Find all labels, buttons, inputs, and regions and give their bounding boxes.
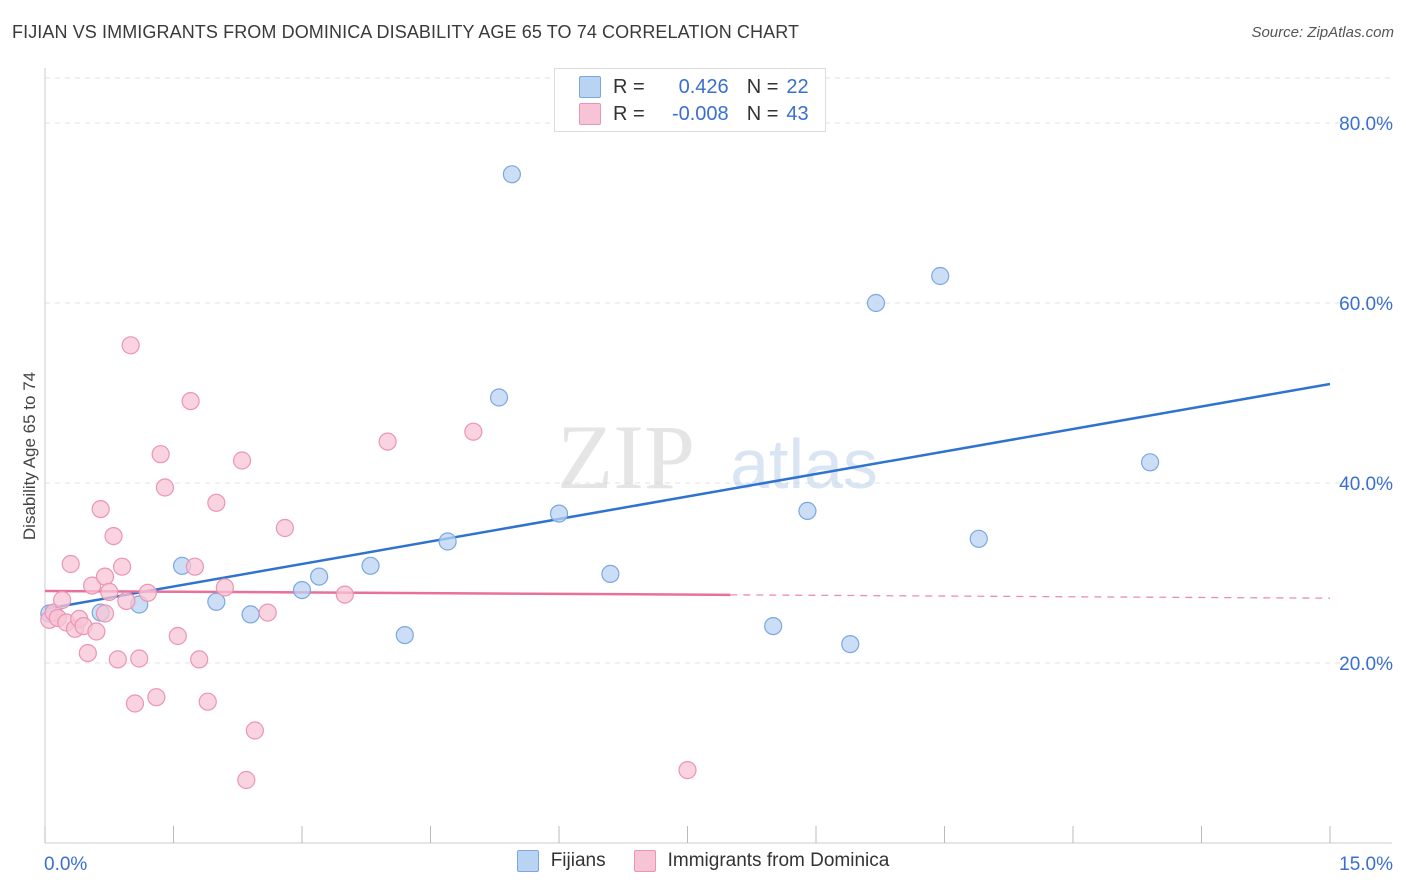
fijians-legend-icon: [516, 850, 539, 872]
fijians-point: [764, 616, 783, 636]
dominica-point: [232, 451, 252, 470]
fijians-point: [1140, 453, 1160, 472]
legend-item-dominica[interactable]: Immigrants from Dominica: [633, 850, 890, 872]
dominica-point: [121, 336, 140, 355]
dominica-r-label: R =: [613, 102, 645, 125]
dominica-n-label: N =: [746, 102, 779, 125]
dominica-point: [78, 643, 97, 663]
dominica-point: [215, 578, 234, 597]
dominica-point: [138, 583, 157, 602]
dominica-point: [155, 478, 175, 497]
dominica-point: [87, 622, 106, 641]
dominica-r-value: -0.008: [671, 102, 729, 125]
watermark-zip: ZIP: [557, 406, 695, 508]
fijians-r-label: R =: [613, 75, 645, 98]
trend-line-dominica-dashed: [730, 594, 1331, 599]
y-tick-label: 20.0%: [1339, 654, 1393, 675]
x-tick-label: 15.0%: [1339, 854, 1393, 875]
series-legend: Fijians Immigrants from Dominica: [0, 850, 1406, 872]
dominica-point: [108, 650, 127, 669]
dominica-point: [125, 694, 145, 713]
fijians-point: [292, 580, 312, 600]
dominica-point: [168, 626, 187, 646]
dominica-n-value: 43: [786, 102, 809, 125]
dominica-point: [117, 591, 136, 611]
dominica-point: [147, 688, 166, 707]
fijians-point: [601, 564, 620, 584]
dominica-point: [678, 760, 697, 780]
fijians-point: [969, 529, 988, 548]
source-label: Source: ZipAtlas.com: [1251, 24, 1394, 41]
y-axis-label: Disability Age 65 to 74: [20, 371, 39, 541]
dominica-point: [245, 721, 264, 740]
fijians-point: [798, 501, 817, 520]
fijians-point: [502, 165, 521, 184]
fijians-point: [310, 567, 329, 586]
data-points: [40, 165, 1160, 790]
y-tick-label: 60.0%: [1339, 294, 1393, 315]
trend-line-fijians: [44, 382, 1331, 611]
dominica-point: [100, 582, 119, 602]
chart-title: FIJIAN VS IMMIGRANTS FROM DOMINICA DISAB…: [12, 22, 800, 42]
dominica-point: [130, 649, 149, 668]
fijians-point: [841, 634, 860, 654]
legend-label-fijians: Fijians: [550, 850, 606, 871]
dominica-point: [53, 590, 72, 610]
dominica-point: [95, 567, 115, 586]
y-tick-label: 40.0%: [1339, 474, 1393, 495]
watermark: ZIP atlas: [557, 406, 878, 508]
dominica-point: [198, 692, 217, 711]
trend-lines: [44, 382, 1331, 611]
fijians-n-value: 22: [786, 75, 809, 98]
tick-labels: 20.0% 40.0% 60.0% 80.0% 0.0% 15.0%: [44, 114, 1393, 875]
fijians-n-label: N =: [746, 75, 779, 98]
fijians-swatch-icon: [579, 76, 601, 98]
dominica-point: [258, 603, 277, 622]
fijians-point: [395, 625, 414, 645]
trend-line-dominica-solid: [44, 589, 731, 597]
dominica-point: [151, 445, 170, 464]
legend-item-fijians[interactable]: Fijians: [516, 850, 606, 872]
gridlines: [45, 77, 1392, 664]
fijians-point: [489, 388, 509, 407]
fijians-point: [549, 504, 569, 523]
dominica-point: [464, 422, 483, 441]
legend-label-dominica: Immigrants from Dominica: [667, 850, 890, 871]
fijians-point: [438, 532, 457, 551]
y-tick-label: 80.0%: [1339, 114, 1393, 135]
dominica-point: [83, 576, 102, 595]
axes: [44, 68, 1392, 844]
dominica-point: [275, 518, 294, 538]
dominica-point: [91, 500, 110, 519]
fijians-point: [931, 266, 950, 286]
dominica-point: [190, 650, 209, 669]
fijians-point: [207, 592, 226, 611]
x-tick-label: 0.0%: [44, 854, 87, 875]
dominica-point: [61, 554, 80, 574]
fijians-r-value: 0.426: [678, 75, 729, 98]
dominica-point: [185, 557, 205, 576]
dominica-point: [378, 432, 397, 451]
stats-row-fijians: R = 0.426 N = 22: [579, 74, 809, 100]
dominica-point: [181, 392, 200, 411]
watermark-atlas: atlas: [730, 425, 878, 503]
dominica-point: [335, 585, 354, 604]
dominica-swatch-icon: [579, 103, 601, 125]
dominica-point: [237, 770, 256, 790]
fijians-point: [866, 293, 886, 313]
fijians-point: [361, 556, 380, 575]
fijians-point: [241, 605, 260, 624]
dominica-point: [207, 493, 226, 512]
dominica-point: [95, 604, 115, 623]
dominica-point: [112, 557, 132, 576]
stats-row-dominica: R = -0.008 N = 43: [579, 101, 809, 127]
stats-legend: R = 0.426 N = 22 R = -0.008 N = 43: [554, 68, 826, 132]
dominica-point: [104, 526, 123, 546]
dominica-legend-icon: [633, 850, 656, 872]
